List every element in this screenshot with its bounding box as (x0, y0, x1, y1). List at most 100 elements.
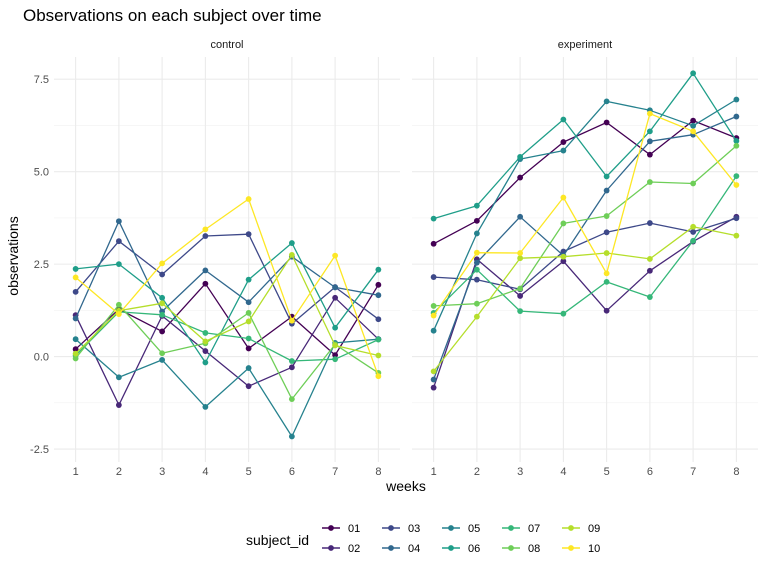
data-point-09 (288, 251, 295, 258)
data-point-04 (733, 113, 740, 120)
data-point-08 (430, 303, 437, 309)
data-point-09 (603, 250, 610, 256)
chart-title: Observations on each subject over time (23, 6, 322, 25)
legend-label: 05 (468, 523, 480, 535)
data-point-10 (646, 110, 653, 117)
data-point-01 (690, 117, 697, 124)
data-point-04 (430, 376, 437, 383)
x-tick-label: 8 (375, 466, 381, 478)
legend-key-point (568, 545, 574, 551)
data-point-10 (690, 128, 697, 135)
data-point-10 (473, 249, 480, 256)
data-point-01 (646, 151, 653, 158)
legend-label: 07 (528, 523, 540, 535)
data-point-06 (690, 70, 697, 77)
data-point-03 (159, 271, 166, 278)
data-point-10 (115, 311, 122, 317)
y-tick-label: 2.5 (34, 259, 49, 271)
legend-title: subject_id (246, 532, 309, 548)
data-point-06 (375, 266, 382, 273)
data-point-06 (72, 266, 79, 272)
x-tick-label: 3 (517, 466, 523, 478)
data-point-01 (72, 346, 79, 353)
data-point-10 (430, 312, 437, 319)
x-tick-label: 1 (431, 466, 437, 478)
data-point-05 (603, 98, 610, 105)
data-point-01 (159, 328, 166, 335)
series-line-03 (75, 233, 379, 325)
data-point-03 (245, 231, 252, 238)
data-point-07 (473, 266, 480, 273)
series-line-10 (75, 198, 380, 377)
data-point-07 (288, 358, 295, 364)
data-point-08 (473, 300, 480, 307)
data-point-05 (690, 122, 697, 129)
legend-key-point (388, 525, 394, 531)
x-tick-label: 2 (474, 466, 480, 478)
legend-key-point (328, 525, 334, 531)
data-point-07 (375, 336, 382, 343)
data-point-04 (646, 138, 653, 145)
data-point-05 (733, 96, 740, 103)
data-point-03 (733, 215, 740, 222)
legend-label: 06 (468, 543, 480, 555)
data-point-08 (646, 179, 653, 185)
data-point-04 (603, 187, 610, 194)
legend-label: 01 (348, 523, 360, 535)
data-point-09 (375, 352, 382, 359)
x-tick-label: 1 (73, 466, 79, 478)
x-tick-label: 7 (690, 466, 696, 478)
legend-key-point (328, 545, 334, 551)
data-point-10 (159, 260, 166, 267)
data-point-06 (646, 128, 653, 135)
data-point-03 (473, 276, 480, 283)
legend-key-point (448, 545, 454, 551)
data-point-08 (245, 310, 252, 316)
panel-control: control 1 2 3 4 5 6 7 8 -2.5 0.0 2.5 5.0 7.5 (30, 39, 400, 478)
data-point-02 (202, 348, 209, 354)
legend-label: 10 (588, 543, 600, 555)
legend-label: 04 (408, 543, 420, 555)
data-point-09 (690, 223, 697, 230)
legend-key-point (508, 545, 514, 551)
legend-label: 09 (588, 523, 600, 535)
data-point-03 (202, 233, 209, 239)
series-line-04 (432, 115, 737, 380)
data-point-04 (375, 292, 382, 299)
series-line-01 (433, 119, 737, 245)
data-point-08 (733, 142, 740, 149)
data-point-10 (332, 252, 339, 259)
data-point-01 (603, 119, 610, 126)
data-point-02 (332, 294, 339, 301)
y-tick-label: 5.0 (34, 167, 49, 179)
data-point-03 (72, 288, 79, 295)
data-point-07 (603, 278, 610, 285)
data-point-08 (517, 285, 524, 292)
data-point-08 (159, 350, 166, 357)
legend-key-point (568, 525, 574, 531)
legend-key-point (388, 545, 394, 551)
series-line-03 (433, 217, 737, 290)
data-point-08 (690, 180, 697, 187)
data-point-05 (72, 336, 79, 343)
series-line-08 (433, 145, 737, 307)
data-point-07 (560, 310, 567, 317)
data-point-02 (646, 267, 653, 274)
legend-key-point (448, 525, 454, 531)
legend: subject_id 01 02 03 04 05 06 07 08 09 10 (246, 523, 600, 555)
data-point-04 (72, 315, 79, 322)
data-point-09 (517, 255, 524, 262)
data-point-06 (733, 138, 740, 144)
legend-label: 03 (408, 523, 420, 535)
legend-key-point (508, 525, 514, 531)
data-point-05 (430, 327, 437, 334)
data-point-01 (560, 139, 567, 145)
data-point-09 (733, 232, 740, 239)
data-point-06 (245, 276, 252, 283)
data-point-10 (245, 196, 252, 202)
x-axis-title: weeks (385, 478, 426, 494)
data-point-04 (115, 218, 122, 225)
data-point-06 (560, 116, 567, 123)
data-point-08 (115, 301, 122, 308)
data-point-10 (603, 270, 610, 277)
